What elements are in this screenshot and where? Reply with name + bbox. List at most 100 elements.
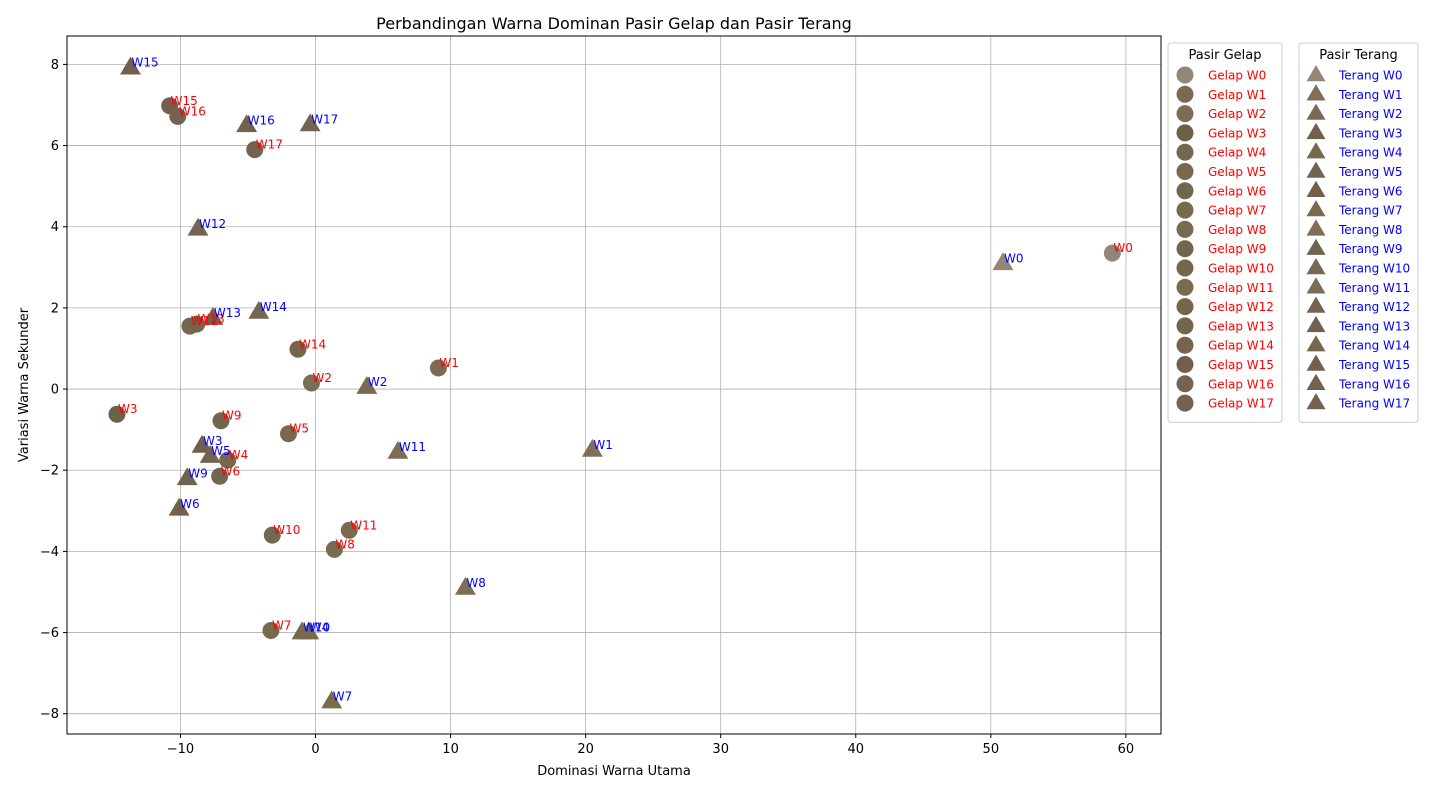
legend-marker bbox=[1176, 336, 1194, 354]
legend-entry: Gelap W12 bbox=[1208, 300, 1274, 314]
legend-marker bbox=[1176, 124, 1194, 142]
point-terang-w10 bbox=[291, 621, 313, 640]
point-terang-w17 bbox=[299, 113, 321, 132]
legend-entry: Gelap W1 bbox=[1208, 88, 1266, 102]
legend-entry: Gelap W0 bbox=[1208, 69, 1266, 83]
point-terang-w2 bbox=[356, 376, 378, 394]
point-gelap-w13 bbox=[188, 315, 206, 333]
legend-entry: Gelap W8 bbox=[1208, 223, 1266, 237]
label-terang-w3: W3 bbox=[203, 434, 223, 448]
point-gelap-w14 bbox=[289, 340, 307, 358]
point-gelap-w10 bbox=[263, 526, 281, 544]
legend-entry: Terang W12 bbox=[1338, 300, 1410, 314]
point-gelap-w2 bbox=[302, 374, 320, 392]
x-tick-label: −10 bbox=[167, 742, 194, 757]
grid bbox=[67, 36, 1161, 734]
label-gelap-w10: W10 bbox=[273, 523, 300, 537]
label-terang-w10: W10 bbox=[303, 621, 330, 635]
legend-entry: Terang W8 bbox=[1338, 223, 1403, 237]
axis-ticks: −10 0 10 20 30 40 50 60 −8 −6 −4 −2 0 2 4 6 8 bbox=[40, 58, 1134, 757]
legend-marker bbox=[1176, 105, 1194, 123]
x-tick-label: 40 bbox=[847, 742, 864, 757]
label-gelap-w13: W13 bbox=[198, 312, 225, 326]
label-terang-w13: W13 bbox=[214, 306, 241, 320]
label-gelap-w9: W9 bbox=[222, 409, 242, 423]
point-gelap-w16 bbox=[169, 107, 187, 125]
label-gelap-w17: W17 bbox=[256, 138, 283, 152]
legend-marker bbox=[1176, 182, 1194, 200]
label-gelap-w12: W12 bbox=[191, 314, 218, 328]
legend-marker bbox=[1306, 296, 1326, 313]
legend-entry: Terang W15 bbox=[1338, 358, 1410, 372]
legend-entry: Terang W16 bbox=[1338, 377, 1410, 391]
label-terang-w7: W7 bbox=[333, 690, 353, 704]
label-terang-w0: W0 bbox=[1004, 251, 1024, 265]
point-terang-w15 bbox=[120, 56, 141, 75]
legend-marker bbox=[1176, 394, 1194, 412]
point-gelap-w8 bbox=[325, 540, 343, 558]
label-gelap-w15: W15 bbox=[171, 94, 198, 108]
legend-entry: Gelap W16 bbox=[1208, 377, 1274, 391]
label-gelap-w0: W0 bbox=[1113, 241, 1133, 255]
point-terang-w5 bbox=[199, 445, 221, 463]
legend-marker bbox=[1176, 220, 1194, 238]
label-terang-w4: W4 bbox=[310, 621, 330, 635]
label-terang-w15: W15 bbox=[131, 56, 158, 70]
y-tick-label: 4 bbox=[51, 220, 59, 235]
point-gelap-w3 bbox=[108, 405, 126, 423]
legend-entry: Terang W11 bbox=[1338, 281, 1410, 295]
legend-marker bbox=[1306, 180, 1326, 197]
legend-entry: Gelap W10 bbox=[1208, 262, 1274, 276]
point-gelap-w17 bbox=[246, 141, 264, 159]
label-terang-w16: W16 bbox=[248, 113, 275, 127]
y-tick-label: 2 bbox=[51, 301, 59, 316]
point-gelap-w4 bbox=[219, 451, 237, 469]
legend-box bbox=[1167, 42, 1283, 423]
legend-entry: Terang W0 bbox=[1338, 69, 1403, 83]
y-axis-title: Variasi Warna Sekunder bbox=[17, 307, 32, 462]
label-gelap-w11: W11 bbox=[350, 518, 377, 532]
legend-title: Pasir Terang bbox=[1319, 48, 1398, 63]
legend-marker bbox=[1306, 161, 1326, 178]
legends: Pasir Gelap Gelap W0 Gelap W1 Gelap W2 Gelap… bbox=[1167, 42, 1419, 423]
y-tick-label: −8 bbox=[40, 707, 59, 722]
legend-entry: Terang W10 bbox=[1338, 262, 1410, 276]
legend-marker bbox=[1176, 278, 1194, 296]
legend-entry: Terang W13 bbox=[1338, 319, 1410, 333]
legend-entry: Gelap W5 bbox=[1208, 165, 1266, 179]
legend-marker bbox=[1306, 142, 1326, 159]
legend-marker bbox=[1306, 393, 1326, 410]
legend-entry: Gelap W14 bbox=[1208, 339, 1274, 353]
legend-marker bbox=[1306, 373, 1326, 390]
y-tick-label: 6 bbox=[51, 139, 59, 154]
legend-marker bbox=[1306, 335, 1326, 352]
label-terang-w9: W9 bbox=[188, 466, 208, 480]
legend-marker bbox=[1176, 66, 1194, 84]
x-tick-label: 0 bbox=[311, 742, 319, 757]
label-terang-w6: W6 bbox=[180, 497, 200, 511]
label-gelap-w5: W5 bbox=[290, 422, 310, 436]
legend-marker bbox=[1176, 298, 1194, 316]
legend-entry: Gelap W2 bbox=[1208, 107, 1266, 121]
point-terang-w11 bbox=[387, 440, 409, 459]
legend-entry: Gelap W4 bbox=[1208, 146, 1266, 160]
legend-entry: Gelap W6 bbox=[1208, 184, 1266, 198]
label-terang-w12: W12 bbox=[199, 217, 226, 231]
label-terang-w17: W17 bbox=[311, 112, 338, 126]
point-gelap-w0 bbox=[1103, 244, 1121, 262]
legend-marker bbox=[1176, 317, 1194, 335]
point-terang-w12 bbox=[187, 217, 209, 236]
label-gelap-w7: W7 bbox=[272, 619, 292, 633]
legend-entry: Terang W17 bbox=[1338, 397, 1410, 411]
legend-entry: Terang W1 bbox=[1338, 88, 1403, 102]
legend-entry: Terang W2 bbox=[1338, 107, 1403, 121]
legend-entry: Gelap W7 bbox=[1208, 204, 1266, 218]
legend-entry: Terang W4 bbox=[1338, 146, 1403, 160]
legend-marker bbox=[1306, 238, 1326, 255]
legend-marker bbox=[1306, 354, 1326, 371]
point-terang-w13 bbox=[202, 307, 224, 325]
point-terang-w9 bbox=[176, 467, 198, 486]
legend-marker bbox=[1306, 219, 1326, 236]
x-tick-label: 30 bbox=[712, 742, 729, 757]
